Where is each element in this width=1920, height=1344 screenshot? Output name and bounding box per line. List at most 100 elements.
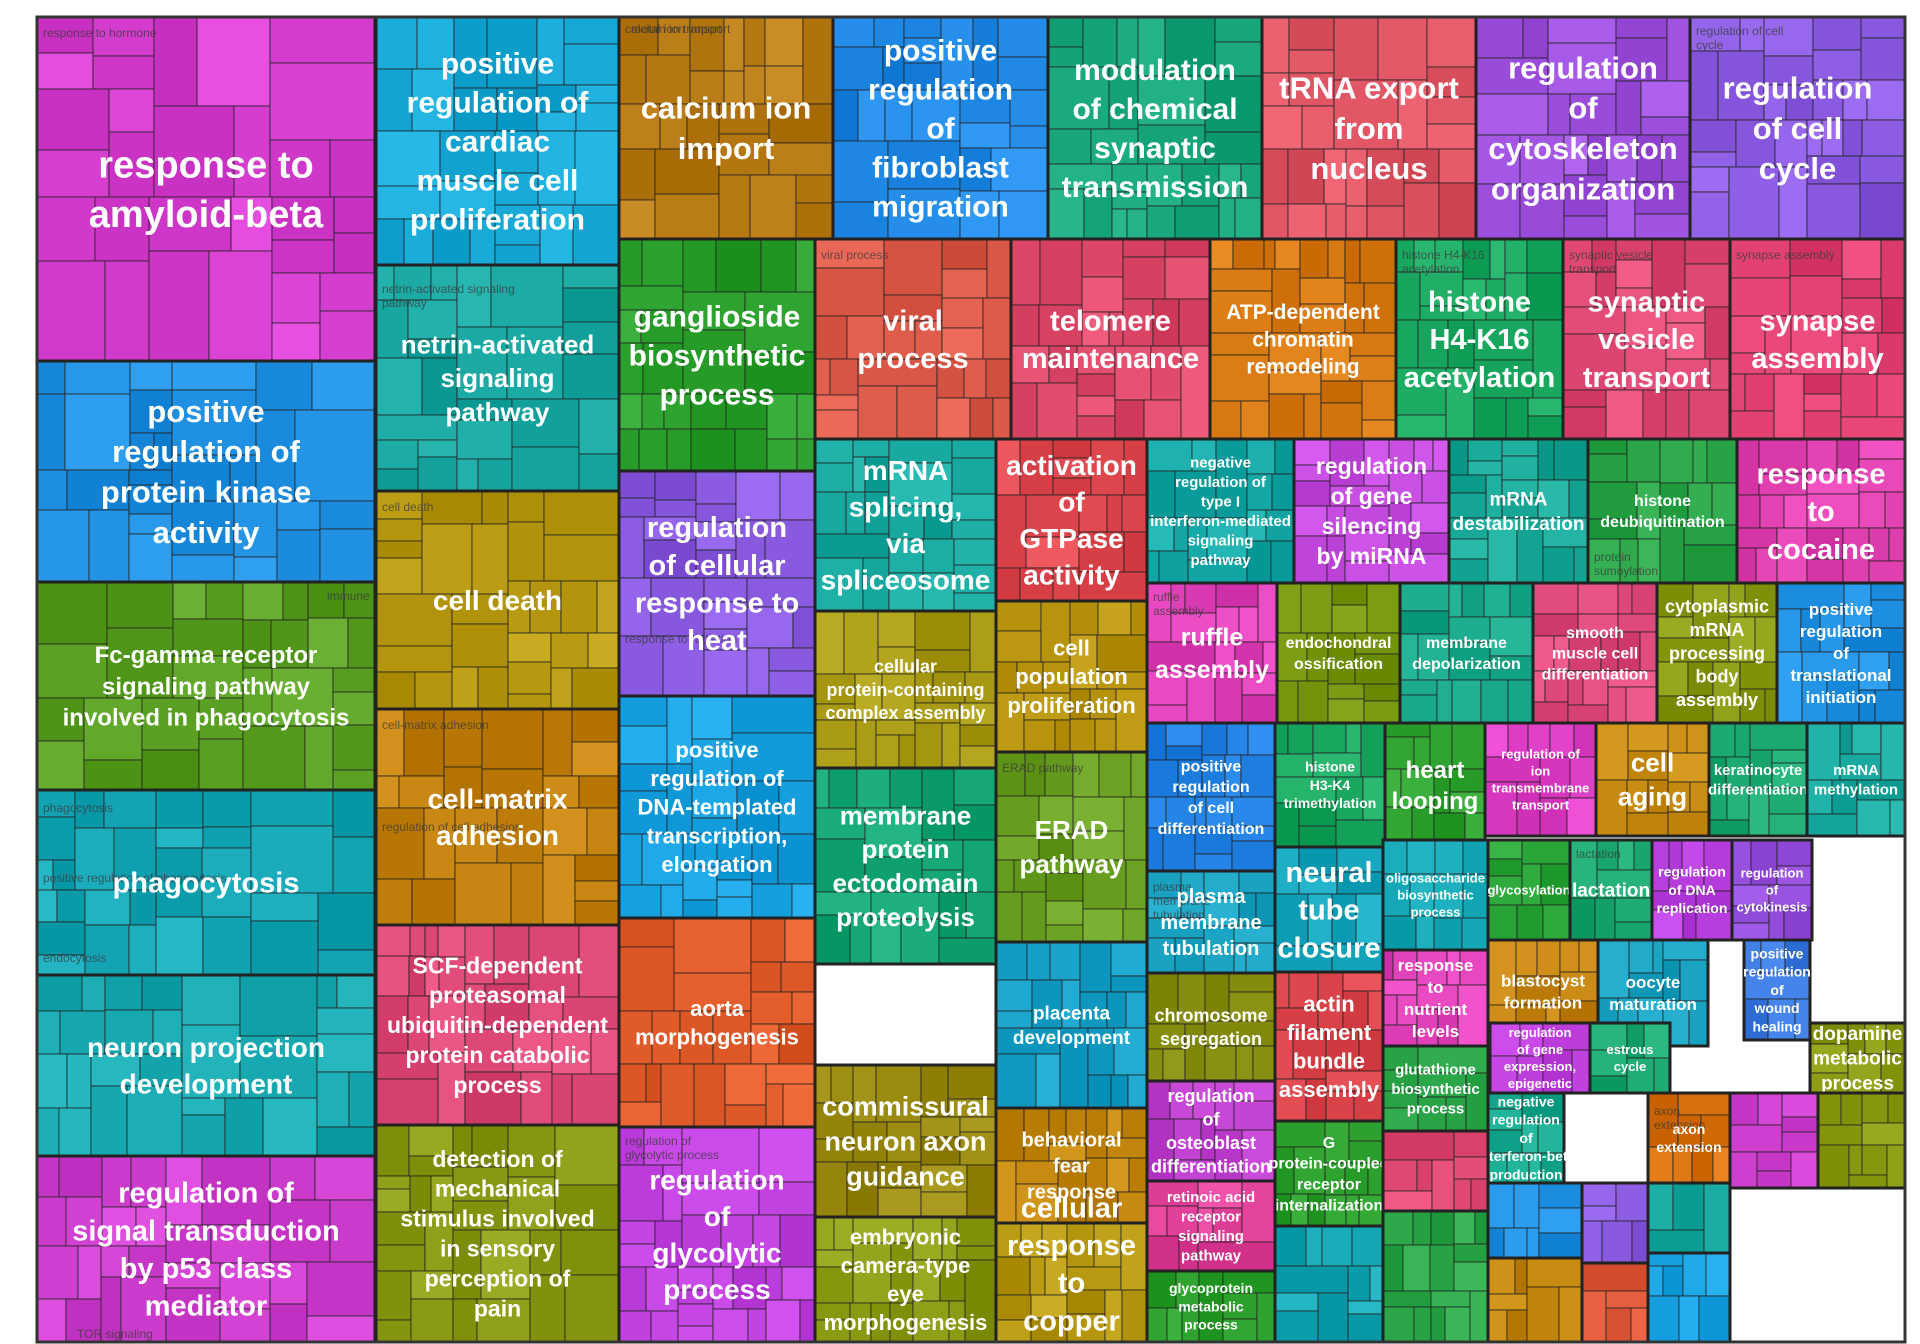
- group-label: expression,: [1504, 1059, 1576, 1074]
- term-cell: [1228, 972, 1276, 993]
- group-label: placenta: [1033, 1003, 1111, 1024]
- term-cell: [660, 884, 684, 919]
- group-label: cocaine: [1767, 534, 1875, 566]
- term-cell: [782, 1083, 816, 1128]
- group-label: proteolysis: [836, 902, 975, 932]
- term-cell: [469, 218, 496, 266]
- group-label: process: [857, 343, 968, 375]
- group-label: commissural: [822, 1091, 989, 1121]
- term-cell: [618, 1243, 656, 1268]
- term-cell: [1164, 238, 1211, 258]
- term-cell: [316, 1033, 376, 1073]
- term-cell: [1146, 205, 1176, 240]
- term-cell: [1363, 700, 1401, 724]
- term-cell: [768, 647, 816, 672]
- term-cell: [375, 955, 410, 997]
- term-cell: [1312, 722, 1347, 754]
- term-cell: [1317, 1292, 1349, 1343]
- term-cell: [88, 509, 130, 583]
- term-cell: [1785, 84, 1814, 121]
- term-cell: [1884, 491, 1906, 529]
- term-cell: [1274, 238, 1301, 270]
- term-cell: [1453, 1130, 1489, 1158]
- term-cell: [1538, 1232, 1583, 1259]
- term-cell: [814, 610, 845, 675]
- term-cell: [618, 1310, 652, 1343]
- term-cell: [1665, 358, 1711, 391]
- treemap-group: positive regulation of translational initiat…: [1775, 581, 1907, 725]
- term-cell: [375, 1078, 439, 1126]
- group-label: cellular: [874, 656, 937, 676]
- term-cell: [1605, 1307, 1632, 1343]
- group-label: Fc-gamma receptor: [95, 642, 318, 669]
- term-cell: [453, 87, 498, 132]
- term-cell: [1146, 470, 1176, 519]
- term-cell: [36, 393, 66, 471]
- term-cell: [1703, 1182, 1731, 1254]
- term-cell: [1781, 1131, 1819, 1153]
- term-cell: [1180, 345, 1211, 440]
- group-label: pathway: [445, 397, 550, 427]
- term-cell: [1403, 148, 1440, 184]
- term-cell: [1558, 1286, 1583, 1343]
- term-cell: [542, 708, 573, 777]
- term-cell: [1019, 567, 1054, 602]
- treemap-group: ERAD pathway ERAD pathway: [994, 750, 1149, 944]
- term-cell: [1261, 105, 1303, 150]
- group-label: pathway: [1190, 552, 1251, 569]
- term-cell: [507, 661, 552, 695]
- term-cell: [1382, 1130, 1455, 1161]
- treemap-group: negative regulation of type I interferon-me…: [1145, 437, 1296, 585]
- term-cell: [1469, 1290, 1489, 1343]
- term-cell: [1126, 208, 1148, 240]
- group-label: neuron projection: [87, 1032, 325, 1063]
- term-cell: [511, 398, 580, 448]
- term-cell: [1566, 797, 1597, 837]
- term-cell: [571, 708, 620, 743]
- group-label: of: [704, 1201, 731, 1232]
- term-cell: [1146, 1048, 1164, 1082]
- term-cell: [998, 190, 1049, 240]
- group-label: remodeling: [1246, 356, 1359, 379]
- group-label: SCF-dependent: [413, 952, 583, 978]
- term-cell: [477, 666, 509, 710]
- term-cell: [1399, 582, 1450, 612]
- term-cell: [677, 1303, 714, 1327]
- term-cell: [1174, 470, 1217, 519]
- term-cell: [181, 974, 241, 1026]
- term-cell: [1146, 550, 1160, 584]
- group-label: pathway: [1019, 849, 1124, 879]
- treemap-group: regulation of cytoskeleton organization: [1474, 15, 1692, 241]
- term-cell: [1615, 37, 1668, 82]
- group-label: muscle cell: [1552, 646, 1638, 663]
- treemap-group: [1646, 1251, 1732, 1344]
- treemap-group: positive regulation of cell differentiation: [1145, 721, 1277, 873]
- term-cell: [375, 1319, 412, 1343]
- term-cell: [995, 1160, 1017, 1224]
- term-cell: [1287, 203, 1327, 240]
- group-label: vesicle: [1598, 324, 1695, 356]
- group-label: proliferation: [410, 204, 585, 237]
- term-cell: [276, 500, 321, 531]
- term-cell: [693, 1063, 726, 1128]
- term-cell: [1709, 358, 1731, 391]
- term-cell: [1840, 373, 1878, 418]
- group-label: dopamine: [1813, 1024, 1903, 1045]
- term-cell: [985, 358, 1012, 399]
- term-cell: [36, 1053, 68, 1109]
- term-cell: [316, 1071, 350, 1128]
- term-cell: [66, 469, 130, 511]
- group-label: stimulus involved: [400, 1206, 594, 1232]
- term-cell: [1532, 582, 1579, 615]
- subterm-label: response to hormone: [43, 26, 157, 40]
- term-cell: [155, 847, 203, 918]
- term-cell: [1049, 941, 1081, 981]
- term-cell: [951, 519, 997, 540]
- term-cell: [1803, 410, 1842, 440]
- group-label: of DNA: [1668, 882, 1715, 898]
- term-cell: [375, 645, 453, 673]
- term-cell: [1514, 1257, 1528, 1295]
- term-cell: [1647, 1229, 1705, 1254]
- term-cell: [941, 238, 988, 270]
- group-label: DNA-templated: [638, 795, 797, 820]
